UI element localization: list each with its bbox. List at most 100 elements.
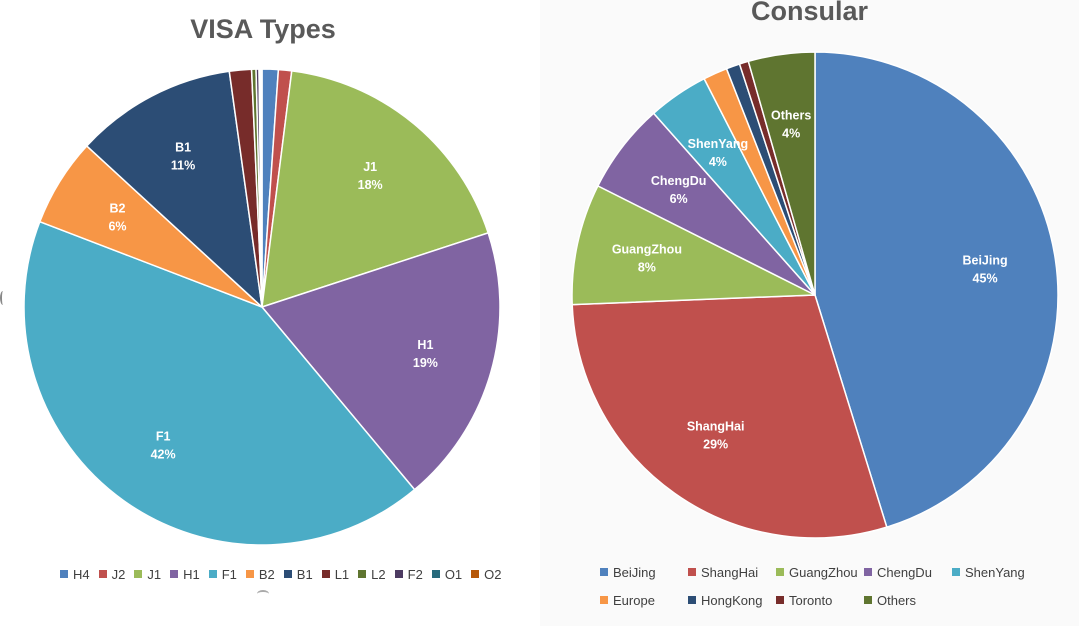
pie-slice-o2 (259, 68, 263, 308)
data-label-value-shanghai: 29% (703, 437, 728, 451)
legend-item-shenyang: ShenYang (952, 561, 1040, 583)
legend-item-others: Others (864, 589, 952, 611)
legend-label-hongkong: HongKong (701, 592, 763, 608)
legend-item-l2: L2 (358, 563, 386, 585)
legend-swatch-l1 (321, 570, 330, 578)
data-label-category-shenyang: ShenYang (688, 137, 748, 151)
pie-slice-b1 (85, 70, 264, 309)
visa-chart-title: VISA Types (190, 14, 336, 44)
legend-label-l2: L2 (371, 566, 386, 582)
legend-label-f2: F2 (407, 566, 423, 582)
legend-swatch-b2 (245, 570, 254, 578)
legend-label-shanghai: ShangHai (701, 564, 759, 580)
legend-item-f1: F1 (208, 563, 237, 585)
legend-item-hongkong: HongKong (688, 589, 776, 611)
legend-label-beijing: BeiJing (613, 564, 656, 580)
data-label-category-f1: F1 (156, 429, 171, 443)
data-label-category-guangzhou: GuangZhou (612, 243, 682, 257)
data-label-category-beijing: BeiJing (962, 253, 1007, 267)
legend-swatch-h1 (170, 570, 179, 578)
pie-slice-j1 (261, 70, 490, 309)
legend-item-toronto: Toronto (776, 589, 864, 611)
legend-swatch-f2 (394, 570, 403, 578)
pie-slice-guangzhou (571, 184, 816, 306)
legend-label-o2: O2 (484, 566, 502, 582)
legend-item-b2: B2 (245, 563, 275, 585)
legend-label-l1: L1 (334, 566, 350, 582)
legend-swatch-shanghai (688, 568, 696, 576)
data-label-value-beijing: 45% (973, 271, 998, 285)
data-label-category-j1: J1 (363, 160, 377, 174)
legend-item-b1: B1 (283, 563, 313, 585)
legend-swatch-toronto (776, 596, 784, 604)
legend-label-chengdu: ChengDu (877, 564, 932, 580)
consular-chart-title: Consular (750, 0, 869, 26)
data-label-category-chengdu: ChengDu (651, 174, 707, 188)
legend-item-europe: Europe (600, 589, 688, 611)
legend-item-h4: H4 (60, 563, 90, 585)
consular-chart: Consular BeiJing 45% ShangHai 29% GuangZhou 8… (540, 0, 1079, 626)
pie-slice-f1 (23, 220, 416, 546)
pie-slice-others (747, 51, 816, 296)
legend-item-chengdu: ChengDu (864, 561, 952, 583)
data-label-value-chengdu: 6% (670, 192, 688, 206)
legend-swatch-f1 (208, 570, 217, 578)
data-label-value-b2: 6% (108, 219, 126, 233)
legend-label-europe: Europe (613, 592, 655, 608)
resize-handle-bottom[interactable] (257, 590, 269, 598)
data-label-value-b1: 11% (171, 158, 195, 172)
legend-item-beijing: BeiJing (600, 561, 688, 583)
legend-item-guangzhou: GuangZhou (776, 561, 864, 583)
legend-swatch-others (864, 596, 872, 604)
legend-label-h1: H1 (183, 566, 200, 582)
data-label-category-shanghai: ShangHai (687, 419, 745, 433)
legend-label-b1: B1 (296, 566, 313, 582)
visa-pie: J1 18% H1 19% F1 42% B2 6% B1 11% (23, 68, 501, 546)
legend-swatch-h4 (60, 570, 68, 578)
legend-label-o1: O1 (444, 566, 463, 582)
legend-item-shanghai: ShangHai (688, 561, 776, 583)
data-label-value-guangzhou: 8% (638, 261, 656, 275)
legend-swatch-europe (600, 596, 608, 604)
legend-label-shenyang: ShenYang (965, 564, 1025, 580)
legend-label-j1: J1 (147, 566, 162, 582)
visa-legend: H4 J2 J1 H1 F1 B2 B1 L1 L2 F2 O1 O2 (60, 563, 520, 585)
legend-swatch-guangzhou (776, 568, 784, 576)
legend-swatch-hongkong (688, 596, 696, 604)
legend-label-toronto: Toronto (789, 592, 833, 608)
data-label-category-others: Others (771, 109, 811, 123)
legend-swatch-beijing (600, 568, 608, 576)
data-label-value-others: 4% (782, 127, 800, 141)
data-label-category-b2: B2 (110, 201, 126, 215)
data-label-category-h1: H1 (417, 338, 433, 352)
legend-label-others: Others (877, 592, 917, 608)
legend-swatch-l2 (358, 570, 367, 578)
legend-item-o2: O2 (471, 563, 502, 585)
data-label-value-j1: 18% (358, 178, 383, 192)
legend-label-guangzhou: GuangZhou (789, 564, 858, 580)
legend-item-j2: J2 (98, 563, 126, 585)
legend-swatch-shenyang (952, 568, 960, 576)
legend-swatch-j2 (98, 570, 107, 578)
legend-label-b2: B2 (258, 566, 275, 582)
legend-item-l1: L1 (321, 563, 350, 585)
data-label-category-b1: B1 (175, 140, 191, 154)
data-label-value-h1: 19% (413, 356, 438, 370)
legend-item-h1: H1 (170, 563, 200, 585)
legend-swatch-o2 (471, 570, 480, 578)
legend-item-o1: O1 (431, 563, 463, 585)
legend-swatch-b1 (283, 570, 292, 578)
legend-item-j1: J1 (134, 563, 161, 585)
legend-label-h4: H4 (73, 566, 90, 582)
legend-swatch-chengdu (864, 568, 872, 576)
data-label-value-f1: 42% (151, 447, 176, 461)
data-label-value-shenyang: 4% (709, 155, 727, 169)
pie-slice-beijing (814, 51, 1059, 529)
consular-legend: BeiJing ShangHai GuangZhou ChengDu ShenYang E… (600, 561, 1079, 611)
pie-slice-h1 (260, 231, 501, 491)
legend-swatch-o1 (431, 570, 440, 578)
visa-types-chart: VISA Types J1 18% H1 19% F1 42% B2 6% B1 11% H4 J2… (0, 0, 526, 596)
legend-label-f1: F1 (221, 566, 237, 582)
legend-label-j2: J2 (111, 566, 126, 582)
resize-handle-left[interactable] (0, 291, 6, 305)
